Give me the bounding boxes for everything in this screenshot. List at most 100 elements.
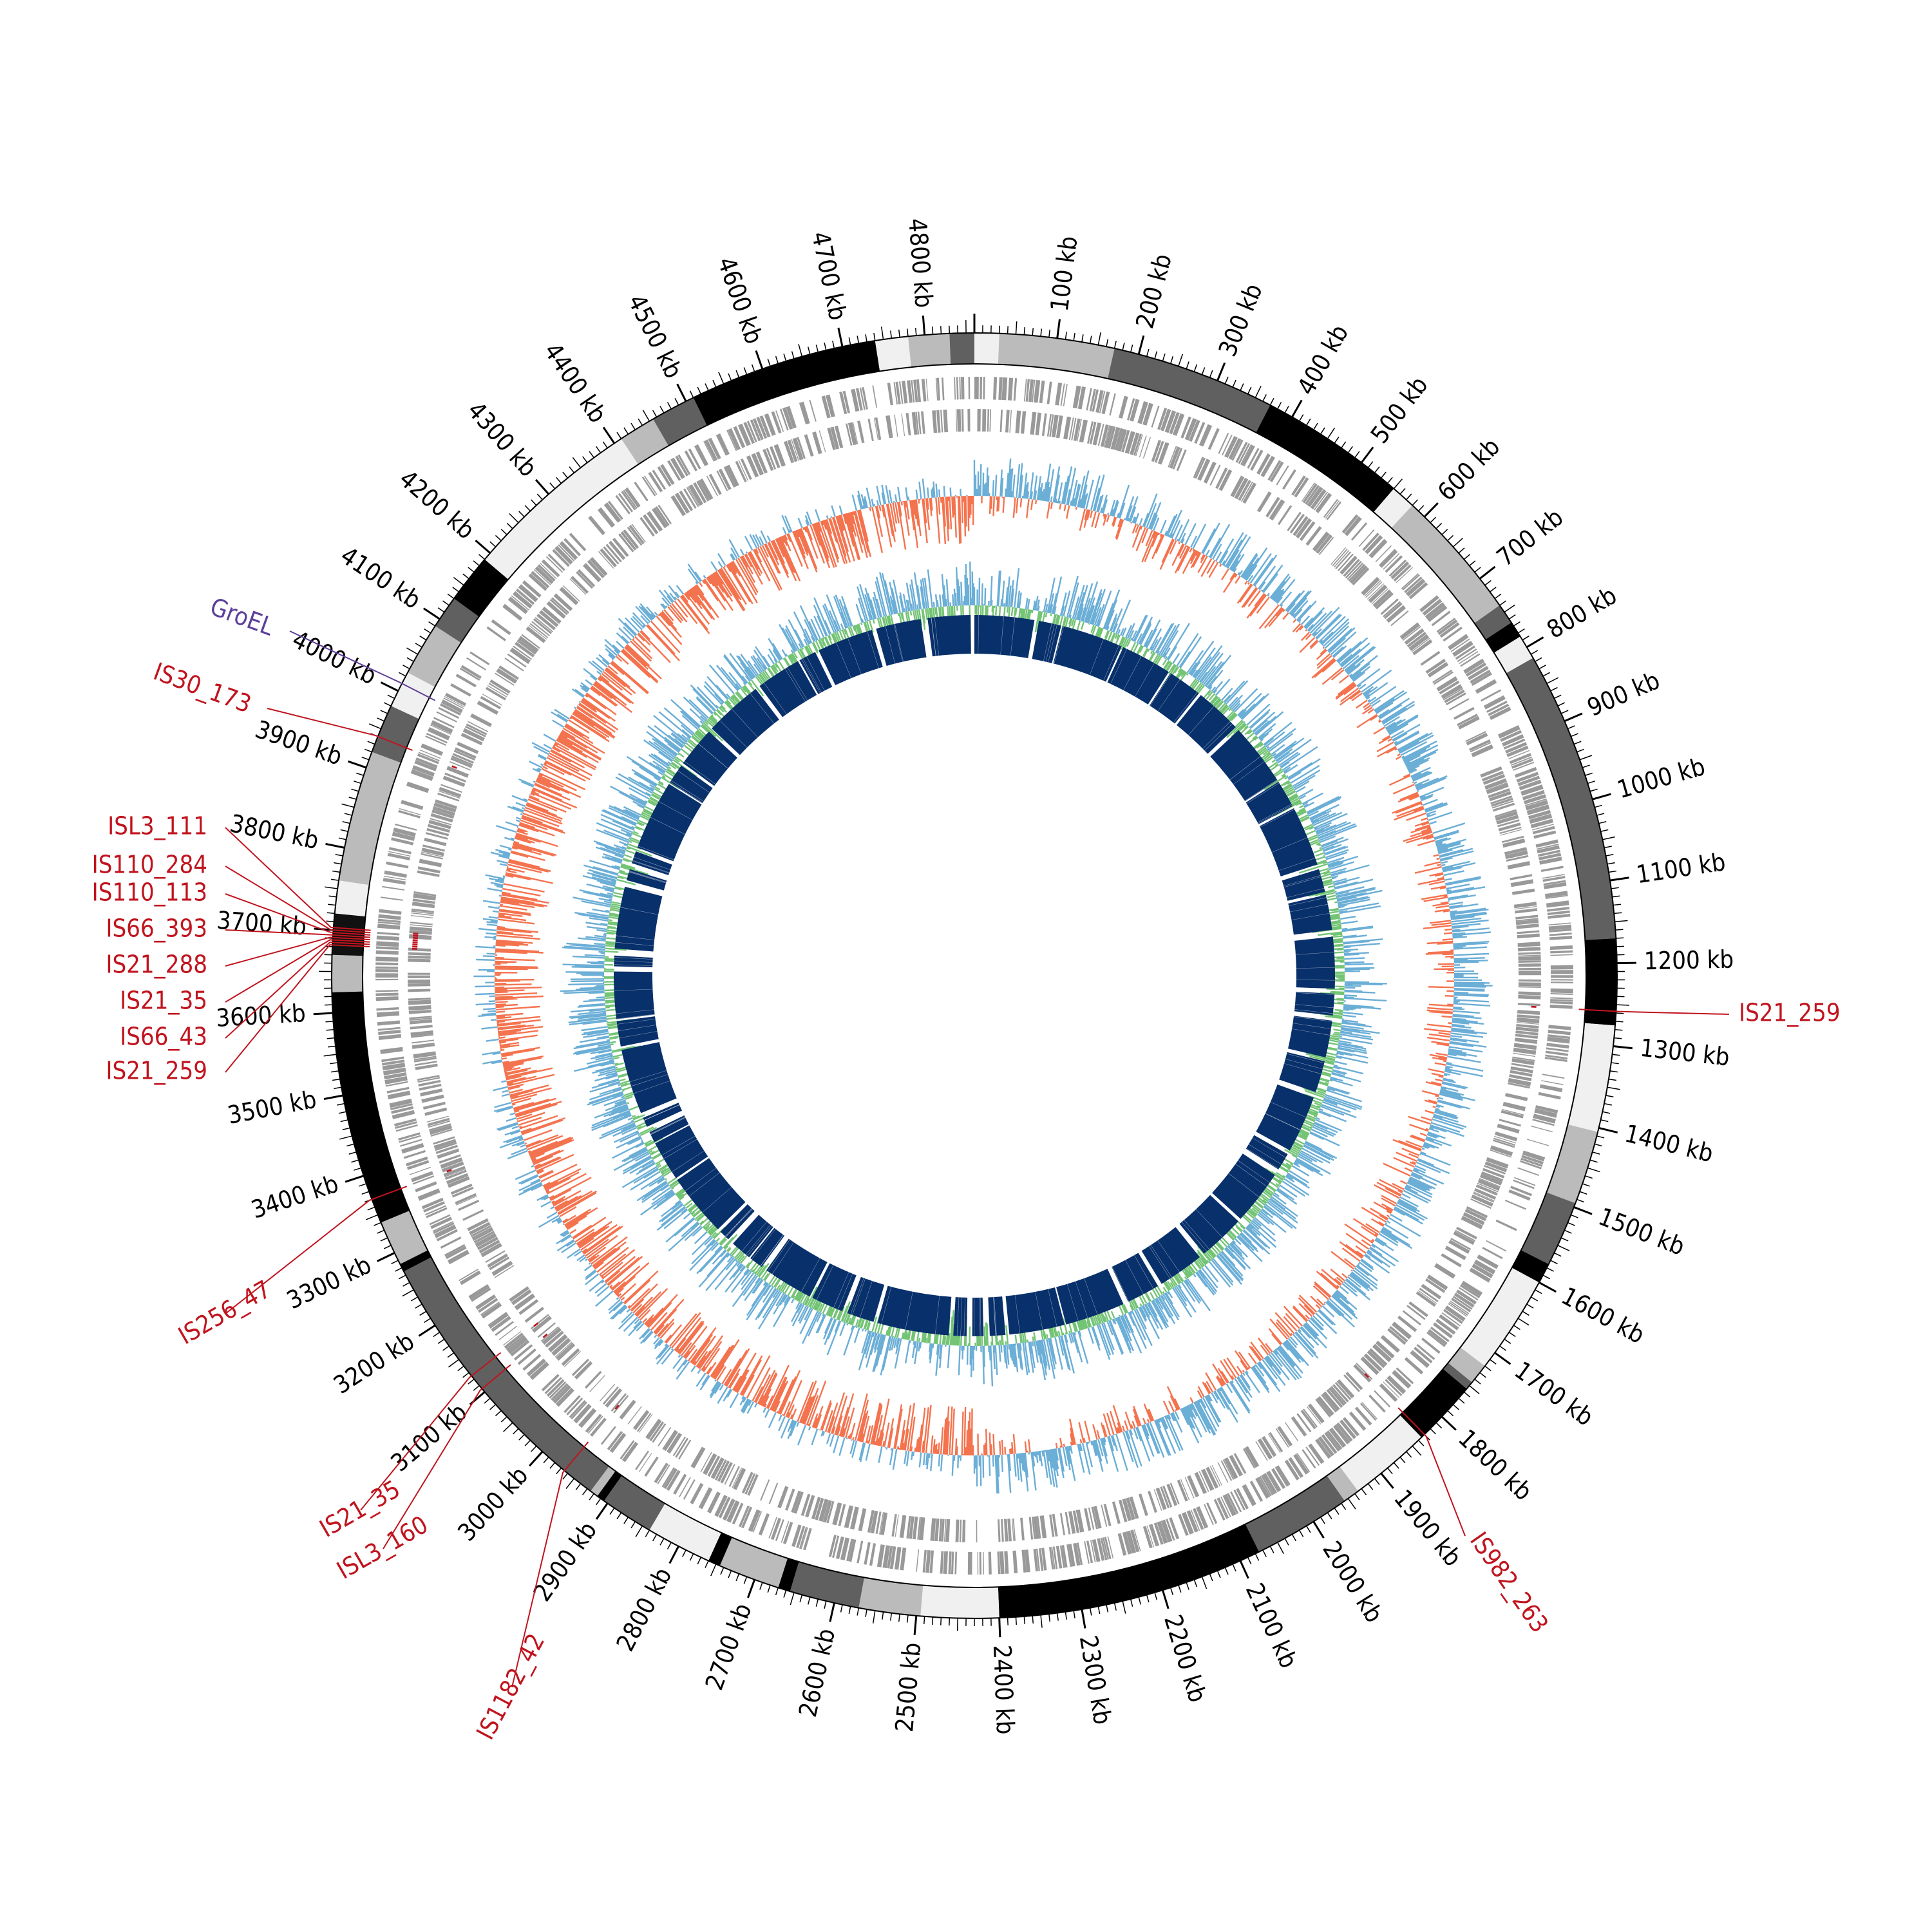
gene-feature (764, 413, 776, 436)
minor-tick (1269, 1546, 1274, 1553)
gene-feature (1503, 738, 1526, 750)
gene-feature (983, 377, 985, 400)
gene-feature (1073, 1542, 1081, 1566)
gene-feature (1077, 386, 1086, 410)
gene-feature (1133, 433, 1142, 456)
gene-feature (872, 385, 878, 408)
minor-tick (338, 837, 346, 840)
gene-feature (1201, 1468, 1215, 1492)
gene-feature (1028, 1517, 1034, 1540)
gene-feature (1230, 1491, 1242, 1513)
minor-tick (1513, 1325, 1520, 1331)
minor-tick (940, 326, 942, 334)
minor-tick (872, 1610, 876, 1624)
minor-tick (500, 1416, 507, 1423)
contig-band (1506, 658, 1616, 940)
is-element-markers (412, 765, 1537, 1410)
blast-gap (614, 957, 653, 960)
gene-feature (1531, 824, 1554, 831)
blast-gap (800, 1258, 820, 1293)
minor-tick (697, 386, 701, 395)
minor-tick (808, 1596, 811, 1605)
gene-feature (800, 1527, 808, 1549)
gene-feature (495, 1321, 514, 1336)
minor-tick (419, 635, 427, 641)
minor-tick (1522, 635, 1530, 641)
gene-feature (509, 647, 531, 665)
blast-gap (634, 857, 670, 870)
gene-feature (1361, 576, 1380, 596)
gene-feature (967, 1551, 972, 1575)
gene-feature (392, 1110, 415, 1119)
gene-feature (1422, 598, 1443, 616)
gene-feature (951, 1551, 954, 1575)
gene-feature (1436, 676, 1458, 692)
gene-feature (1450, 1300, 1470, 1314)
minor-tick (1065, 1611, 1067, 1620)
gene-feature (1151, 405, 1160, 428)
gene-feature (408, 947, 431, 952)
gene-feature (803, 1528, 812, 1551)
gene-feature (376, 1007, 399, 1011)
annotation-leader-line (289, 630, 436, 701)
minor-tick (630, 1521, 636, 1529)
gene-feature (777, 1486, 789, 1509)
gene-feature (409, 1166, 431, 1175)
gene-feature (1470, 1198, 1492, 1209)
gene-feature (409, 1019, 433, 1025)
gene-feature (375, 990, 399, 992)
gene-feature (1486, 1240, 1507, 1252)
blast-gap (806, 656, 825, 691)
gene-feature (1184, 1477, 1195, 1499)
gene-feature (867, 419, 874, 442)
minor-tick (1313, 422, 1318, 430)
contig-band (708, 1532, 732, 1566)
gene-feature (938, 1519, 943, 1542)
gene-feature (648, 471, 663, 493)
gene-feature (415, 757, 438, 768)
minor-tick (1430, 1428, 1437, 1435)
minor-tick (743, 367, 748, 375)
gene-feature (444, 772, 467, 783)
gene-feature (1513, 902, 1537, 909)
minor-tick (1535, 657, 1542, 662)
minor-tick (383, 1245, 392, 1249)
gene-feature (857, 421, 865, 444)
gene-feature (1331, 547, 1347, 565)
gene-feature (948, 1551, 952, 1575)
is-marker (1531, 1005, 1537, 1008)
gene-feature (466, 723, 488, 735)
gene-feature (1523, 794, 1546, 804)
gene-feature (1267, 460, 1282, 481)
contig-band (1493, 636, 1533, 674)
gene-feature (1387, 1328, 1406, 1345)
gene-feature (1474, 1188, 1497, 1200)
minor-tick (728, 1570, 732, 1578)
gene-feature (446, 766, 469, 778)
gene-feature (906, 1515, 911, 1539)
minor-tick (531, 1445, 537, 1452)
gene-feature (1448, 1302, 1468, 1316)
blast-gap (616, 1009, 654, 1014)
gene-feature (1513, 1179, 1535, 1189)
gene-feature (1547, 907, 1570, 912)
minor-tick (1393, 478, 1403, 489)
gene-feature (769, 446, 781, 469)
minor-tick (569, 466, 575, 473)
gene-feature (1349, 565, 1368, 584)
gene-feature (921, 379, 927, 402)
gene-feature (1493, 1137, 1516, 1146)
minor-tick (327, 1037, 335, 1039)
gene-feature (1217, 1497, 1229, 1519)
gene-feature (684, 450, 697, 471)
gene-feature (779, 408, 789, 431)
gene-feature (929, 1550, 934, 1573)
gene-feature (1443, 627, 1463, 642)
gene-feature (1169, 412, 1180, 435)
gene-feature (600, 1383, 616, 1402)
gene-feature (408, 999, 431, 1005)
gene-feature (1260, 455, 1276, 478)
minor-tick (1291, 1534, 1296, 1542)
gene-feature (545, 1331, 564, 1348)
gene-feature (1193, 1508, 1204, 1530)
